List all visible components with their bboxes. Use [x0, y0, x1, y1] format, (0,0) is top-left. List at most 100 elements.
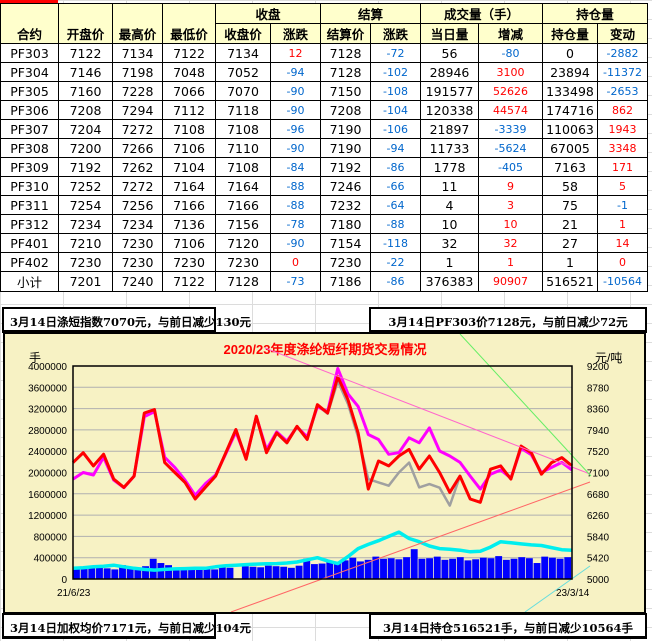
value-cell: 10 — [478, 214, 543, 234]
volume-bar — [318, 563, 326, 579]
header-settle: 结算价 — [320, 23, 371, 44]
value-cell: 7154 — [320, 233, 371, 253]
volume-bar — [96, 566, 103, 579]
right-tick-label: 8360 — [587, 405, 610, 416]
value-cell: 133498 — [542, 81, 598, 101]
volume-bar — [172, 568, 180, 579]
value-cell: 9 — [478, 176, 543, 196]
value-cell: -405 — [478, 157, 543, 177]
table-row: PF307 7204 7272 7108 7108 -96 7190 -106 21897 -33… — [0, 119, 648, 139]
value-cell: 7192 — [320, 157, 371, 177]
value-cell: -90 — [270, 81, 321, 101]
x-end-label: 23/3/14 — [556, 588, 590, 599]
right-tick-label: 9200 — [587, 362, 610, 373]
volume-bar — [287, 567, 295, 579]
volume-bar — [472, 559, 480, 579]
value-cell: 12 — [270, 43, 321, 63]
value-cell: 27 — [542, 233, 598, 253]
value-cell: 7200 — [58, 138, 113, 158]
value-cell: -11372 — [597, 62, 648, 82]
volume-bar — [456, 557, 464, 579]
caption-pf303: 3月14日PF303价7128元，与前日减少72元 — [369, 307, 647, 333]
value-cell: 7128 — [320, 62, 371, 82]
volume-bar — [357, 561, 364, 579]
contract-cell: PF303 — [0, 43, 59, 63]
header-close: 收盘价 — [215, 23, 271, 44]
volume-bar — [564, 557, 572, 579]
table-row: PF311 7254 7256 7166 7166 -88 7232 -64 4 3 75 -1 — [0, 195, 648, 215]
table-row: PF310 7252 7272 7164 7164 -88 7246 -66 11 9 58 5 — [0, 176, 648, 196]
value-cell: 7128 — [320, 43, 371, 63]
trend-line — [524, 565, 591, 613]
volume-bar — [334, 563, 341, 579]
value-cell: 376383 — [420, 271, 479, 292]
header-close-chg: 涨跌 — [270, 23, 321, 44]
value-cell: 75 — [542, 195, 598, 215]
volume-bar — [548, 557, 556, 579]
value-cell: 7120 — [215, 233, 271, 253]
value-cell: -84 — [270, 157, 321, 177]
table-row: PF303 7122 7134 7122 7134 12 7128 -72 56 -80 0 -288… — [0, 43, 648, 63]
volume-bar — [495, 556, 503, 579]
value-cell: 7104 — [162, 157, 216, 177]
contract-cell: PF401 — [0, 233, 59, 253]
trend-line — [264, 347, 591, 475]
value-cell: 56 — [420, 43, 479, 63]
value-cell: 7230 — [112, 233, 163, 253]
volume-bar — [195, 568, 203, 579]
value-cell: -86 — [370, 157, 421, 177]
value-cell: -10564 — [597, 271, 648, 292]
left-tick-label: 3600000 — [28, 383, 67, 394]
volume-bar — [88, 567, 96, 579]
value-cell: 7122 — [58, 43, 113, 63]
value-cell: 7180 — [320, 214, 371, 234]
left-tick-label: 4000000 — [28, 362, 67, 373]
contract-cell: PF306 — [0, 100, 59, 120]
right-tick-label: 6260 — [587, 511, 610, 522]
volume-bar — [418, 558, 426, 579]
value-cell: 7254 — [58, 195, 113, 215]
right-tick-label: 7520 — [587, 447, 610, 458]
volume-bar — [441, 559, 449, 579]
contract-cell: PF304 — [0, 62, 59, 82]
volume-bar — [372, 556, 380, 579]
value-cell: 7156 — [215, 214, 271, 234]
value-cell: -3339 — [478, 119, 543, 139]
caption-weighted-price: 3月14日加权均价7171元，与前日减少104元 — [2, 613, 251, 639]
table-row: 小计 7201 7240 7122 7128 -73 7186 -86 376383 90907 5… — [0, 271, 648, 292]
volume-bar — [249, 566, 257, 579]
value-cell: 7106 — [162, 138, 216, 158]
volume-bar — [449, 558, 457, 579]
left-tick-label: 400000 — [34, 554, 68, 565]
right-tick-label: 7100 — [587, 469, 610, 480]
value-cell: 110063 — [542, 119, 598, 139]
volume-bar — [188, 568, 196, 579]
value-cell: 7230 — [162, 252, 216, 272]
value-cell: 7134 — [112, 43, 163, 63]
caption-open-interest: 3月14日持仓516521手，与前日减少10564手 — [369, 613, 647, 639]
contract-cell: PF305 — [0, 81, 59, 101]
value-cell: 44574 — [478, 100, 543, 120]
value-cell: -66 — [370, 176, 421, 196]
value-cell: 7230 — [215, 252, 271, 272]
value-cell: 7272 — [112, 119, 163, 139]
right-unit-label: 元/吨 — [595, 351, 622, 365]
contract-cell: PF311 — [0, 195, 59, 215]
value-cell: 7234 — [58, 214, 113, 234]
volume-bar — [310, 564, 318, 579]
header-oi-chg: 变动 — [597, 23, 648, 44]
value-cell: -90 — [270, 138, 321, 158]
selected-cell-marker — [0, 0, 58, 3]
value-cell: -90 — [270, 100, 321, 120]
volume-bar — [180, 567, 188, 579]
volume-bar — [241, 566, 249, 579]
value-cell: 7232 — [320, 195, 371, 215]
value-cell: 0 — [542, 43, 598, 63]
value-cell: 10 — [420, 214, 479, 234]
value-cell: 7134 — [215, 43, 271, 63]
value-cell: 3348 — [597, 138, 648, 158]
value-cell: 21897 — [420, 119, 479, 139]
value-cell: 11733 — [420, 138, 479, 158]
value-cell: 7256 — [112, 195, 163, 215]
value-cell: 7192 — [58, 157, 113, 177]
